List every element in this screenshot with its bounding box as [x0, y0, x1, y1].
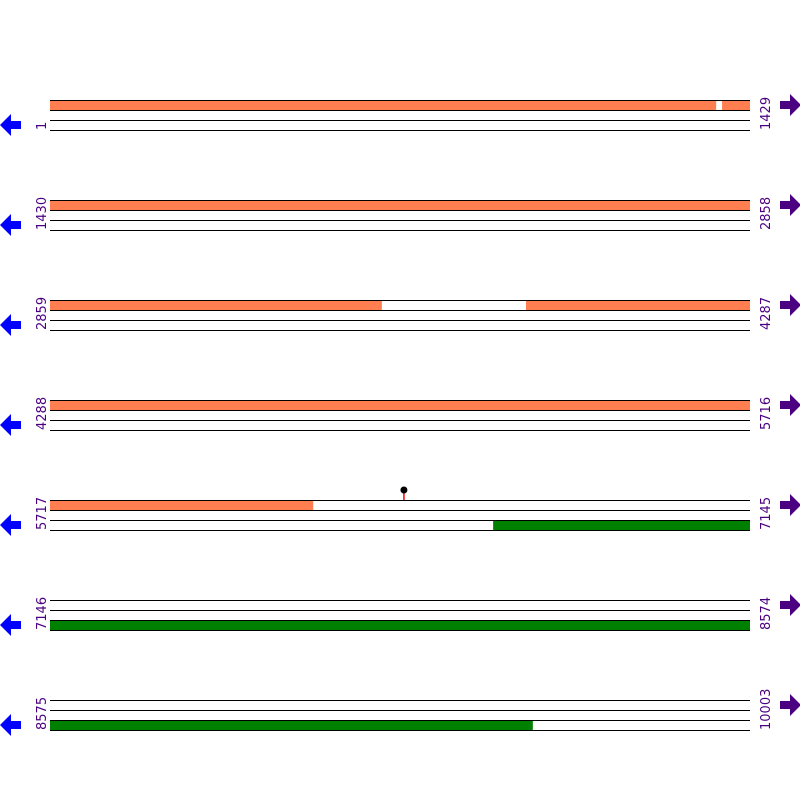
sequence-row: 2859 4287	[0, 294, 800, 336]
sequence-row: 1 1429	[0, 94, 800, 136]
row-end-label: 1429	[759, 97, 774, 130]
row-end-label: 2858	[759, 197, 774, 230]
arrow-right-icon	[780, 494, 800, 516]
row-start-label: 1	[35, 122, 50, 130]
arrow-right-icon	[780, 194, 800, 216]
feature-bar	[50, 500, 314, 510]
feature-bar	[50, 100, 717, 110]
arrow-left-icon	[0, 214, 21, 236]
row-start-label: 2859	[35, 297, 50, 330]
row-start-label: 1430	[35, 197, 50, 230]
row-end-label: 4287	[759, 297, 774, 330]
sequence-row: 8575 10003	[0, 689, 800, 736]
feature-bar	[493, 520, 750, 530]
feature-bar	[50, 400, 750, 410]
row-end-label: 10003	[759, 689, 774, 730]
row-start-label: 4288	[35, 397, 50, 430]
feature-bar	[50, 300, 382, 310]
sequence-row: 4288 5716	[0, 394, 800, 436]
row-start-label: 5717	[35, 497, 50, 530]
arrow-right-icon	[780, 94, 800, 116]
sequence-row: 7146 8574	[0, 594, 800, 636]
row-end-label: 7145	[759, 497, 774, 530]
row-start-label: 8575	[35, 697, 50, 730]
arrow-right-icon	[780, 294, 800, 316]
arrow-left-icon	[0, 414, 21, 436]
arrow-right-icon	[780, 594, 800, 616]
row-end-label: 5716	[759, 397, 774, 430]
arrow-left-icon	[0, 314, 21, 336]
feature-bar	[50, 720, 533, 730]
feature-bar	[722, 100, 750, 110]
arrow-left-icon	[0, 514, 21, 536]
feature-bar	[525, 300, 750, 310]
arrow-left-icon	[0, 114, 21, 136]
arrow-left-icon	[0, 714, 21, 736]
marker-head	[400, 486, 408, 494]
arrow-right-icon	[780, 394, 800, 416]
feature-bar	[50, 620, 750, 630]
arrow-right-icon	[780, 694, 800, 716]
feature-bar	[50, 200, 750, 210]
arrow-left-icon	[0, 614, 21, 636]
sequence-row: 5717 7145	[0, 486, 800, 536]
sequence-row: 1430 2858	[0, 194, 800, 236]
row-start-label: 7146	[35, 597, 50, 630]
row-end-label: 8574	[759, 597, 774, 630]
